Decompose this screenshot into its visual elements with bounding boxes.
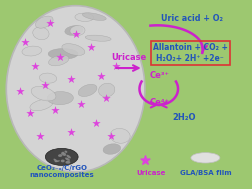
Ellipse shape [65,158,70,161]
Ellipse shape [62,44,85,55]
Ellipse shape [66,161,70,164]
Point [74,33,78,36]
Point [114,65,118,68]
Ellipse shape [99,83,115,97]
Ellipse shape [22,46,42,56]
Point [38,135,42,138]
Ellipse shape [65,151,67,153]
Ellipse shape [191,153,220,163]
Ellipse shape [6,6,145,172]
Point [28,112,32,115]
Ellipse shape [85,35,111,41]
Ellipse shape [58,154,62,157]
Text: CeO₂₋ₓ/C/rGO
nanocomposites: CeO₂₋ₓ/C/rGO nanocomposites [29,165,94,177]
Ellipse shape [49,55,69,66]
Point [43,84,47,87]
Text: 2H₂O: 2H₂O [172,113,196,122]
Ellipse shape [82,13,106,20]
Point [79,102,83,105]
Text: Uricase: Uricase [111,53,146,62]
Text: Uricase: Uricase [137,170,166,176]
Ellipse shape [39,73,57,83]
Ellipse shape [103,144,121,154]
Ellipse shape [36,16,53,28]
Text: Ce³⁺: Ce³⁺ [150,71,170,80]
Ellipse shape [31,86,56,101]
Point [99,74,103,77]
Ellipse shape [61,160,65,162]
Ellipse shape [61,152,65,155]
Point [69,131,73,134]
Point [69,78,73,81]
Point [94,121,98,124]
Ellipse shape [54,160,60,162]
Ellipse shape [45,148,78,165]
Point [89,46,93,49]
Text: Uric acid + O₂: Uric acid + O₂ [161,14,223,23]
Ellipse shape [30,99,53,111]
Ellipse shape [110,128,130,143]
Ellipse shape [70,26,85,36]
Ellipse shape [48,49,78,59]
Point [58,55,62,58]
Point [143,158,147,161]
Ellipse shape [67,155,71,158]
Point [104,97,108,100]
Point [18,89,22,92]
Point [33,65,37,68]
Point [48,21,52,24]
Ellipse shape [65,26,83,35]
Point [53,108,57,111]
Point [23,40,27,43]
Ellipse shape [75,13,94,21]
Text: GLA/BSA film: GLA/BSA film [180,170,231,176]
Ellipse shape [47,91,73,105]
Text: Allantoin + CO₂ +
H₂O₂+ 2H⁺ +2e⁻: Allantoin + CO₂ + H₂O₂+ 2H⁺ +2e⁻ [153,43,228,63]
Ellipse shape [78,84,97,97]
Ellipse shape [62,153,66,156]
Point [109,135,113,138]
Text: Ce⁴⁺: Ce⁴⁺ [150,98,170,107]
Ellipse shape [33,27,49,40]
Ellipse shape [53,159,57,162]
